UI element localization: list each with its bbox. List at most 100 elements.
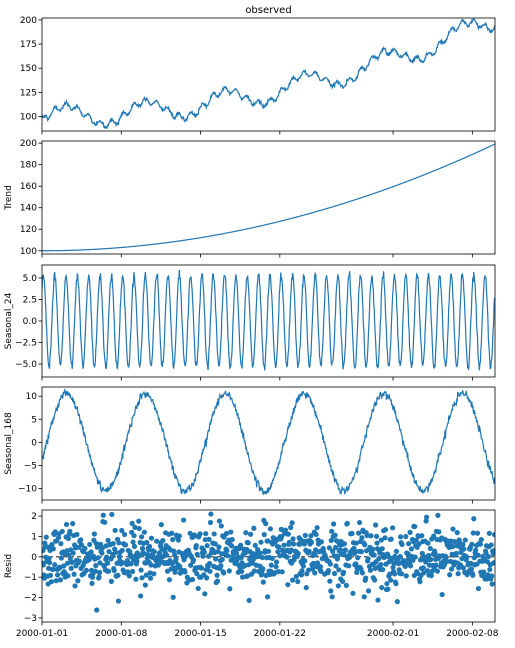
resid-point (225, 553, 231, 559)
resid-point (423, 559, 429, 565)
resid-point (54, 572, 61, 578)
resid-point (407, 529, 413, 535)
resid-point (207, 568, 213, 574)
resid-point (427, 545, 433, 552)
resid-point (347, 554, 353, 560)
resid-point (89, 580, 95, 586)
resid-point (172, 569, 178, 575)
y-tick-label: −2.5 (15, 339, 37, 349)
resid-point (128, 561, 134, 567)
resid-point (95, 555, 101, 561)
resid-point (116, 553, 122, 560)
resid-point (397, 553, 403, 560)
resid-point (302, 532, 308, 538)
y-tick-label: 160 (20, 182, 37, 192)
resid-point (87, 541, 93, 548)
resid-point (180, 517, 187, 523)
resid-point (378, 562, 384, 568)
resid-point (106, 548, 112, 555)
panel-3: −5.0 −2.5 0.0 2.5 5.0 Seasonal_24 (4, 264, 496, 381)
resid-point (460, 541, 466, 548)
resid-point (226, 568, 232, 574)
resid-point (243, 530, 249, 536)
axes-frame (41, 509, 496, 623)
resid-point (134, 558, 140, 564)
resid-point (261, 532, 267, 538)
resid-point (349, 530, 355, 537)
resid-point (365, 556, 371, 562)
resid-point (417, 557, 424, 563)
resid-point (301, 541, 307, 547)
resid-point (336, 567, 342, 573)
resid-point (325, 568, 332, 574)
resid-point (113, 549, 119, 556)
resid-point (379, 546, 385, 552)
resid-point (194, 571, 200, 577)
resid-point (312, 570, 318, 576)
resid-point (105, 568, 112, 574)
resid-point (97, 560, 103, 566)
resid-point (110, 541, 116, 547)
resid-point (398, 571, 405, 577)
resid-point (92, 568, 98, 574)
resid-point (432, 550, 438, 557)
resid-point (435, 512, 441, 519)
resid-point (79, 542, 85, 548)
resid-point (197, 531, 203, 537)
y-tick-label: 1 (31, 532, 37, 542)
resid-point (487, 566, 493, 573)
resid-point (112, 527, 118, 533)
resid-point (47, 572, 54, 578)
resid-point (119, 527, 125, 534)
resid-point (55, 535, 62, 541)
resid-point (413, 537, 419, 543)
resid-point (382, 526, 389, 533)
resid-point (276, 544, 282, 550)
resid-point (260, 579, 266, 585)
resid-point (211, 531, 217, 537)
resid-point (203, 531, 209, 537)
resid-point (290, 536, 296, 542)
resid-point (314, 525, 320, 531)
resid-point (462, 537, 468, 543)
resid-point (65, 573, 71, 579)
resid-point (176, 533, 182, 539)
y-tick-label: 100 (20, 113, 37, 123)
resid-point (50, 566, 56, 572)
x-tick-label: 2000-02-08 (446, 629, 499, 639)
resid-point (214, 572, 220, 578)
resid-point (332, 544, 339, 551)
resid-point (228, 529, 234, 535)
resid-point (53, 578, 59, 584)
resid-point (104, 554, 110, 560)
resid-point (52, 562, 58, 568)
plot-area-2 (42, 143, 495, 252)
resid-point (289, 577, 296, 583)
series-line (42, 270, 495, 371)
resid-point (72, 583, 78, 589)
y-tick-label: 0 (31, 553, 37, 563)
resid-point (376, 556, 382, 562)
resid-point (419, 533, 425, 539)
resid-point (279, 569, 285, 575)
resid-point (273, 559, 280, 565)
resid-point (361, 594, 367, 600)
resid-point (428, 573, 434, 579)
resid-point (239, 568, 245, 575)
resid-point (227, 586, 233, 592)
resid-point (48, 579, 55, 585)
resid-point (412, 554, 418, 560)
resid-point (138, 567, 144, 573)
resid-point (308, 533, 314, 539)
resid-point (318, 568, 324, 574)
resid-point (148, 535, 155, 541)
resid-point (115, 572, 121, 578)
resid-point (314, 560, 321, 566)
resid-point (481, 569, 487, 575)
resid-point (390, 525, 396, 531)
resid-point (208, 511, 214, 517)
resid-point (475, 585, 482, 592)
resid-point (332, 532, 338, 538)
resid-point (402, 563, 408, 569)
resid-point (289, 520, 295, 526)
